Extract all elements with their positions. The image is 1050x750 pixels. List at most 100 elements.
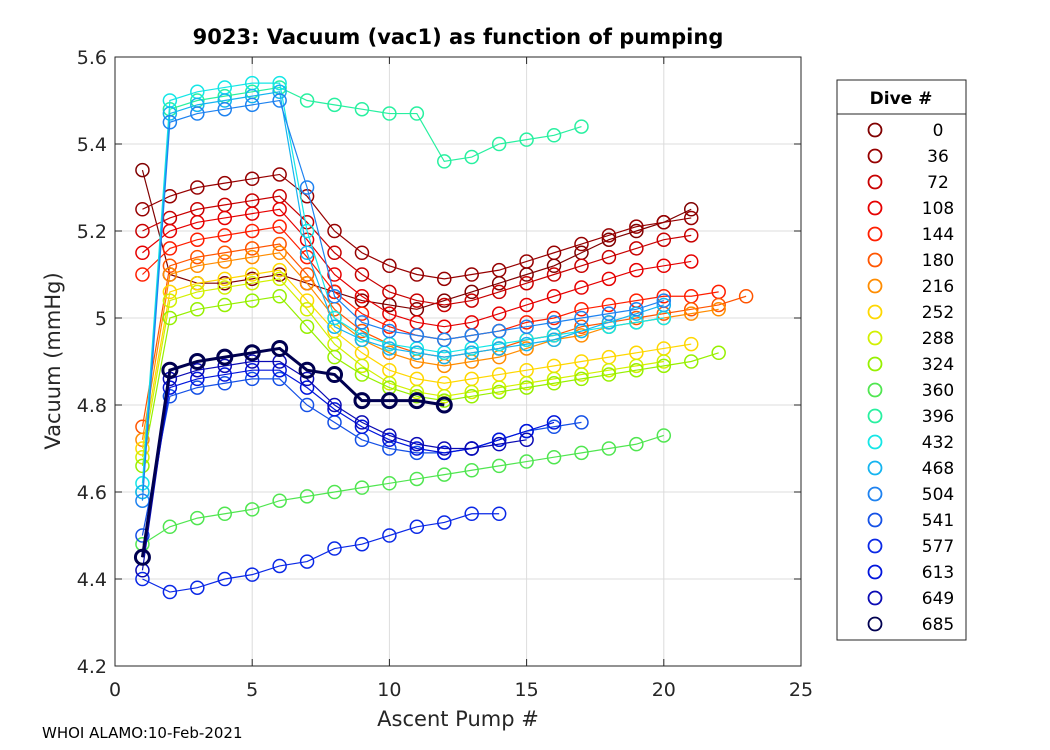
- data-point: [574, 310, 589, 326]
- data-point: [217, 210, 233, 226]
- legend-label: 613: [922, 563, 954, 583]
- data-point: [217, 280, 233, 295]
- data-point: [519, 432, 534, 448]
- data-point: [656, 258, 672, 274]
- data-point: [491, 436, 507, 452]
- data-point: [382, 528, 397, 543]
- data-point: [272, 271, 287, 287]
- data-point: [299, 397, 315, 413]
- data-point: [683, 228, 699, 243]
- data-point: [244, 567, 260, 582]
- data-point: [190, 371, 205, 387]
- x-axis-label: Ascent Pump #: [377, 707, 539, 731]
- data-point: [299, 267, 315, 282]
- series-line: [141, 91, 664, 493]
- data-point: [272, 371, 287, 387]
- legend-label: 0: [933, 121, 944, 141]
- data-point: [190, 380, 205, 395]
- data-point: [217, 367, 233, 382]
- data-point: [190, 362, 205, 378]
- data-point: [437, 271, 452, 287]
- data-point: [656, 232, 672, 247]
- y-tick-label: 5.2: [77, 221, 107, 243]
- x-tick-label: 20: [652, 679, 676, 701]
- data-point: [217, 271, 233, 287]
- data-point: [299, 180, 315, 195]
- data-point: [519, 297, 534, 313]
- data-point: [353, 392, 371, 410]
- data-point: [299, 371, 315, 387]
- data-point: [683, 210, 699, 226]
- data-point: [327, 349, 342, 365]
- data-point: [656, 297, 672, 313]
- data-point: [190, 258, 205, 274]
- data-point: [574, 236, 589, 252]
- data-point: [382, 319, 397, 334]
- data-point: [519, 336, 534, 352]
- data-point: [327, 319, 342, 334]
- data-point: [244, 88, 260, 104]
- data-point: [601, 441, 617, 456]
- data-point: [519, 132, 534, 147]
- data-point: [738, 289, 754, 304]
- data-point: [217, 245, 233, 260]
- data-point: [437, 389, 452, 404]
- data-point: [683, 354, 699, 369]
- data-point: [464, 506, 479, 521]
- data-point: [409, 267, 425, 282]
- data-point: [272, 219, 287, 234]
- data-point: [190, 215, 205, 230]
- data-point: [491, 380, 507, 395]
- legend-marker: [867, 512, 883, 528]
- data-point: [629, 262, 644, 278]
- data-point: [683, 306, 699, 321]
- legend-marker: [867, 434, 883, 450]
- series-685: [133, 339, 453, 566]
- data-point: [409, 293, 425, 308]
- legend-marker: [867, 226, 883, 242]
- data-point: [244, 267, 260, 282]
- data-point: [327, 541, 342, 556]
- data-point: [299, 275, 315, 291]
- data-point: [272, 267, 287, 282]
- data-point: [546, 245, 562, 260]
- data-point: [299, 554, 315, 569]
- data-point: [188, 353, 206, 370]
- footer-caption: WHOI ALAMO:10-Feb-2021: [42, 724, 243, 742]
- data-point: [409, 436, 425, 452]
- data-point: [437, 467, 452, 482]
- data-point: [491, 284, 507, 300]
- data-point: [409, 384, 425, 400]
- data-point: [574, 119, 589, 134]
- data-point: [272, 362, 287, 378]
- data-point: [409, 345, 425, 361]
- y-axis-label: Vacuum (mmHg): [41, 272, 65, 449]
- data-point: [217, 175, 233, 191]
- legend-marker: [867, 486, 883, 502]
- data-point: [574, 258, 589, 274]
- data-point: [629, 310, 644, 326]
- data-point: [217, 297, 233, 313]
- data-point: [435, 396, 453, 414]
- y-tick-label: 4.8: [77, 395, 107, 417]
- data-point: [629, 306, 644, 321]
- data-point: [464, 441, 479, 456]
- series-108: [135, 202, 699, 334]
- data-point: [574, 319, 589, 334]
- data-point: [464, 463, 479, 478]
- series-360: [135, 428, 672, 552]
- legend-label: 72: [927, 173, 949, 193]
- y-tick-label: 4.2: [77, 656, 107, 678]
- data-point: [244, 354, 260, 369]
- data-point: [546, 371, 562, 387]
- series-line: [141, 99, 664, 501]
- data-point: [299, 93, 315, 108]
- legend-label: 504: [922, 485, 954, 505]
- series-36: [135, 167, 699, 287]
- legend-entry: 252: [867, 303, 954, 323]
- legend-marker: [867, 122, 883, 138]
- data-point: [326, 366, 344, 384]
- data-point: [519, 454, 534, 469]
- y-tick-label: 5: [95, 308, 107, 330]
